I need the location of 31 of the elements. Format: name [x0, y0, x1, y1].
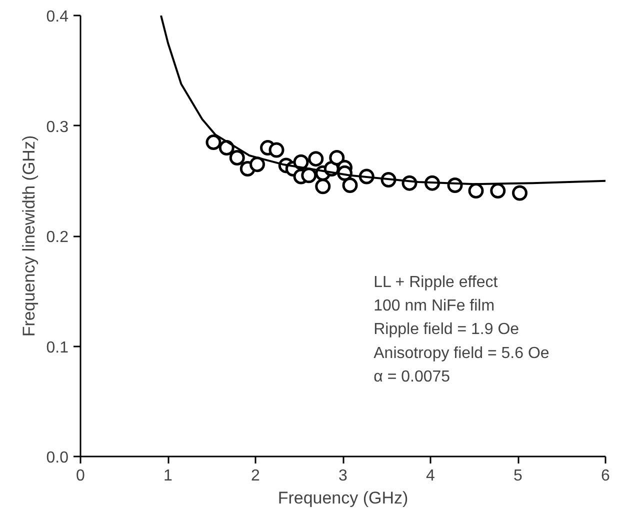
- x-axis-title: Frequency (GHz): [278, 488, 408, 508]
- x-tick-label: 4: [426, 468, 436, 484]
- x-tick-label: 0: [76, 468, 86, 484]
- annotation: Anisotropy field = 5.6 Oe: [374, 344, 550, 362]
- point: [490, 183, 506, 199]
- x-tick-label: 6: [601, 468, 610, 484]
- y-tick-label: 0.2: [46, 229, 69, 246]
- point: [250, 156, 265, 172]
- x-tick-label: 2: [251, 468, 260, 484]
- y-axis-title: Frequency linewidth (GHz): [19, 135, 38, 337]
- x-tick-label: 3: [338, 468, 348, 484]
- point: [315, 178, 331, 194]
- point: [301, 168, 317, 184]
- x-tick-label: 1: [164, 468, 173, 484]
- y-tick-label: 0.3: [46, 118, 69, 136]
- annotation: 100 nm NiFe film: [374, 298, 495, 315]
- point: [468, 183, 484, 199]
- point: [206, 134, 222, 150]
- y-tick-label: 0.4: [46, 8, 69, 26]
- point: [308, 151, 324, 167]
- point: [329, 150, 345, 166]
- annotation: LL + Ripple effect: [374, 274, 498, 291]
- point: [512, 185, 528, 201]
- y-tick-label: 0.0: [46, 450, 69, 466]
- y-tick-label: 0.1: [46, 339, 69, 356]
- x-tick-label: 5: [514, 468, 523, 484]
- point: [268, 142, 284, 158]
- point: [342, 178, 358, 194]
- annotation: α = 0.0075: [374, 368, 450, 386]
- point: [229, 150, 245, 166]
- annotation: Ripple field = 1.9 Oe: [374, 321, 520, 338]
